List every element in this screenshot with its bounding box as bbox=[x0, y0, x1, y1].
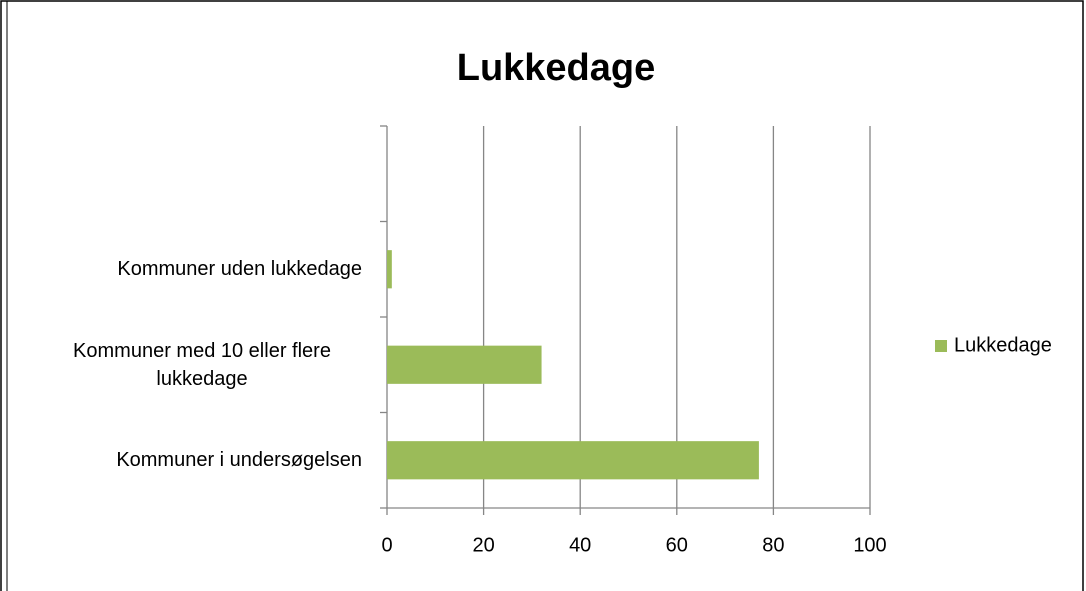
legend-label: Lukkedage bbox=[954, 334, 1052, 356]
y-tick-label: Kommuner med 10 eller flere lukkedage bbox=[73, 339, 331, 390]
chart-title: Lukkedage bbox=[457, 47, 656, 89]
legend-swatch bbox=[935, 340, 947, 352]
y-tick-label: Kommuner i undersøgelsen bbox=[116, 449, 362, 472]
y-tick-label: Kommuner uden lukkedage bbox=[117, 258, 362, 281]
x-tick-label: 20 bbox=[472, 534, 494, 556]
x-tick-label: 40 bbox=[569, 534, 591, 556]
x-tick-label: 60 bbox=[666, 534, 688, 556]
bar bbox=[387, 345, 542, 384]
bar bbox=[387, 441, 759, 480]
bar bbox=[387, 250, 392, 289]
x-tick-label: 0 bbox=[381, 534, 392, 556]
x-tick-label: 80 bbox=[762, 534, 784, 556]
x-tick-label: 100 bbox=[853, 534, 886, 556]
